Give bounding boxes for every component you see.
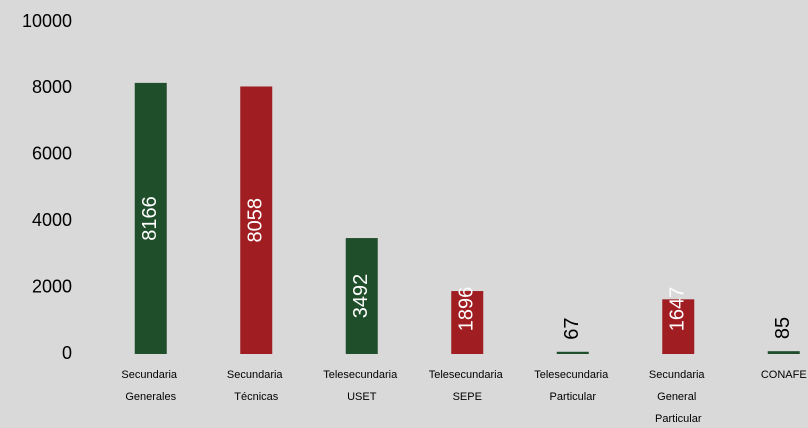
value-label: 85 xyxy=(772,317,794,339)
value-label: 8166 xyxy=(139,196,161,241)
value-label: 1896 xyxy=(456,287,478,332)
y-tick-label: 0 xyxy=(62,343,72,363)
value-label: 8058 xyxy=(245,198,267,243)
bar xyxy=(134,82,167,355)
y-tick-label: 2000 xyxy=(32,276,72,296)
x-tick-label: CONAFE xyxy=(761,369,807,381)
x-tick-label: Telesecundaria SEPE xyxy=(429,369,506,403)
value-label: 3492 xyxy=(350,274,372,319)
bar xyxy=(451,291,484,354)
value-label: 1647 xyxy=(667,287,689,332)
y-tick-label: 8000 xyxy=(32,77,72,97)
bar xyxy=(556,351,589,354)
bar xyxy=(662,299,695,354)
bar xyxy=(767,351,800,354)
y-tick-label: 6000 xyxy=(32,144,72,164)
y-tick-label: 10000 xyxy=(22,11,72,31)
x-tick-label: Secundaria General Particular xyxy=(649,369,708,425)
value-label: 67 xyxy=(561,318,583,340)
bar xyxy=(240,86,273,355)
x-tick-label: Telesecundaria USET xyxy=(323,369,400,403)
y-tick-label: 4000 xyxy=(32,210,72,230)
x-tick-label: Telesecundaria Particular xyxy=(534,369,611,403)
x-tick-label: Secundaria Técnicas xyxy=(227,369,286,403)
x-tick-label: Secundaria Generales xyxy=(121,369,180,403)
bar xyxy=(345,238,378,354)
